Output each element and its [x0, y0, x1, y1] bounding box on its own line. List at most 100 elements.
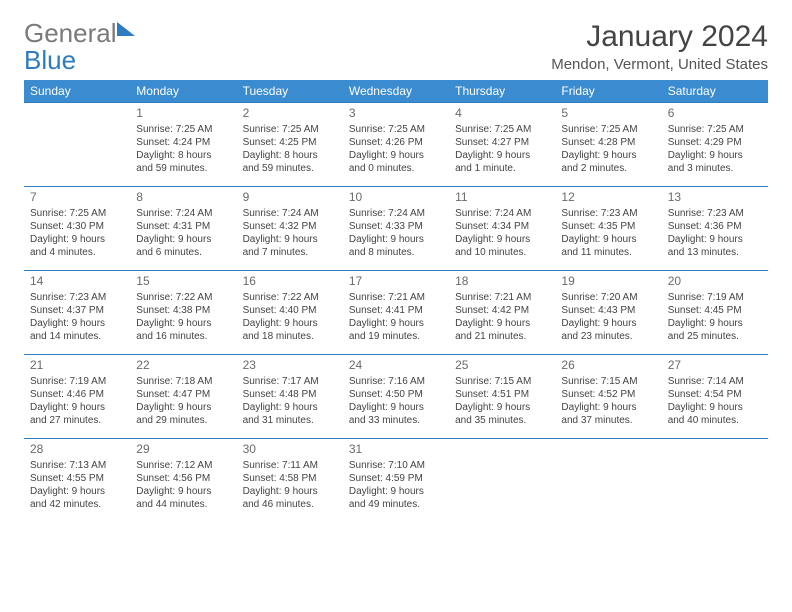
calendar-cell: 27Sunrise: 7:14 AMSunset: 4:54 PMDayligh… — [662, 355, 768, 439]
day-number: 5 — [561, 106, 655, 122]
day-number: 25 — [455, 358, 549, 374]
day1-line: Daylight: 9 hours — [668, 317, 762, 330]
day2-line: and 13 minutes. — [668, 246, 762, 259]
calendar-cell: 8Sunrise: 7:24 AMSunset: 4:31 PMDaylight… — [130, 187, 236, 271]
sunrise-line: Sunrise: 7:13 AM — [30, 459, 124, 472]
sunset-line: Sunset: 4:24 PM — [136, 136, 230, 149]
sunrise-line: Sunrise: 7:15 AM — [561, 375, 655, 388]
day-number: 15 — [136, 274, 230, 290]
day2-line: and 19 minutes. — [349, 330, 443, 343]
sunset-line: Sunset: 4:51 PM — [455, 388, 549, 401]
sunset-line: Sunset: 4:34 PM — [455, 220, 549, 233]
day-header: Friday — [555, 80, 661, 103]
calendar-cell: 10Sunrise: 7:24 AMSunset: 4:33 PMDayligh… — [343, 187, 449, 271]
sunset-line: Sunset: 4:27 PM — [455, 136, 549, 149]
sunset-line: Sunset: 4:33 PM — [349, 220, 443, 233]
day2-line: and 27 minutes. — [30, 414, 124, 427]
sunrise-line: Sunrise: 7:25 AM — [668, 123, 762, 136]
sunset-line: Sunset: 4:42 PM — [455, 304, 549, 317]
day-number: 20 — [668, 274, 762, 290]
sunset-line: Sunset: 4:30 PM — [30, 220, 124, 233]
sunset-line: Sunset: 4:40 PM — [243, 304, 337, 317]
day2-line: and 31 minutes. — [243, 414, 337, 427]
calendar-cell: 14Sunrise: 7:23 AMSunset: 4:37 PMDayligh… — [24, 271, 130, 355]
sunset-line: Sunset: 4:35 PM — [561, 220, 655, 233]
sunrise-line: Sunrise: 7:23 AM — [561, 207, 655, 220]
day-number: 26 — [561, 358, 655, 374]
sunrise-line: Sunrise: 7:25 AM — [30, 207, 124, 220]
calendar-cell — [24, 103, 130, 187]
calendar-cell: 29Sunrise: 7:12 AMSunset: 4:56 PMDayligh… — [130, 439, 236, 523]
logo: General Blue — [24, 20, 135, 74]
sunrise-line: Sunrise: 7:24 AM — [243, 207, 337, 220]
day-number: 29 — [136, 442, 230, 458]
sunrise-line: Sunrise: 7:21 AM — [349, 291, 443, 304]
calendar-cell: 2Sunrise: 7:25 AMSunset: 4:25 PMDaylight… — [237, 103, 343, 187]
day-header: Thursday — [449, 80, 555, 103]
day-number: 11 — [455, 190, 549, 206]
day2-line: and 11 minutes. — [561, 246, 655, 259]
day2-line: and 0 minutes. — [349, 162, 443, 175]
sunrise-line: Sunrise: 7:25 AM — [455, 123, 549, 136]
day1-line: Daylight: 9 hours — [349, 149, 443, 162]
calendar-table: Sunday Monday Tuesday Wednesday Thursday… — [24, 80, 768, 523]
calendar-cell: 4Sunrise: 7:25 AMSunset: 4:27 PMDaylight… — [449, 103, 555, 187]
sunrise-line: Sunrise: 7:12 AM — [136, 459, 230, 472]
day2-line: and 6 minutes. — [136, 246, 230, 259]
sunset-line: Sunset: 4:48 PM — [243, 388, 337, 401]
day2-line: and 21 minutes. — [455, 330, 549, 343]
sunset-line: Sunset: 4:38 PM — [136, 304, 230, 317]
sunset-line: Sunset: 4:26 PM — [349, 136, 443, 149]
logo-text: General Blue — [24, 20, 135, 74]
day2-line: and 44 minutes. — [136, 498, 230, 511]
sunset-line: Sunset: 4:50 PM — [349, 388, 443, 401]
day1-line: Daylight: 9 hours — [243, 233, 337, 246]
day2-line: and 7 minutes. — [243, 246, 337, 259]
sunset-line: Sunset: 4:28 PM — [561, 136, 655, 149]
day-header: Sunday — [24, 80, 130, 103]
day-number: 12 — [561, 190, 655, 206]
day-number: 14 — [30, 274, 124, 290]
day1-line: Daylight: 9 hours — [455, 317, 549, 330]
day1-line: Daylight: 9 hours — [349, 233, 443, 246]
day1-line: Daylight: 9 hours — [136, 485, 230, 498]
day1-line: Daylight: 8 hours — [136, 149, 230, 162]
sunrise-line: Sunrise: 7:23 AM — [668, 207, 762, 220]
sunset-line: Sunset: 4:56 PM — [136, 472, 230, 485]
sunrise-line: Sunrise: 7:25 AM — [243, 123, 337, 136]
calendar-cell: 17Sunrise: 7:21 AMSunset: 4:41 PMDayligh… — [343, 271, 449, 355]
sunset-line: Sunset: 4:54 PM — [668, 388, 762, 401]
calendar-cell: 19Sunrise: 7:20 AMSunset: 4:43 PMDayligh… — [555, 271, 661, 355]
day2-line: and 49 minutes. — [349, 498, 443, 511]
day2-line: and 14 minutes. — [30, 330, 124, 343]
sunrise-line: Sunrise: 7:24 AM — [136, 207, 230, 220]
day1-line: Daylight: 9 hours — [349, 485, 443, 498]
day2-line: and 35 minutes. — [455, 414, 549, 427]
calendar-cell: 25Sunrise: 7:15 AMSunset: 4:51 PMDayligh… — [449, 355, 555, 439]
day2-line: and 29 minutes. — [136, 414, 230, 427]
sunset-line: Sunset: 4:41 PM — [349, 304, 443, 317]
sunset-line: Sunset: 4:36 PM — [668, 220, 762, 233]
calendar-week-row: 7Sunrise: 7:25 AMSunset: 4:30 PM Daylight… — [24, 187, 768, 271]
day2-line: and 59 minutes. — [243, 162, 337, 175]
day-number: 30 — [243, 442, 337, 458]
day1-line: Daylight: 9 hours — [561, 401, 655, 414]
calendar-cell: 30Sunrise: 7:11 AMSunset: 4:58 PMDayligh… — [237, 439, 343, 523]
sunset-line: Sunset: 4:43 PM — [561, 304, 655, 317]
day2-line: and 33 minutes. — [349, 414, 443, 427]
sunset-line: Sunset: 4:55 PM — [30, 472, 124, 485]
day-number: 16 — [243, 274, 337, 290]
day2-line: and 25 minutes. — [668, 330, 762, 343]
calendar-cell: 28Sunrise: 7:13 AMSunset: 4:55 PMDayligh… — [24, 439, 130, 523]
sunrise-line: Sunrise: 7:23 AM — [30, 291, 124, 304]
calendar-cell: 16Sunrise: 7:22 AMSunset: 4:40 PMDayligh… — [237, 271, 343, 355]
calendar-week-row: 1Sunrise: 7:25 AMSunset: 4:24 PMDaylight… — [24, 103, 768, 187]
day-number: 7 — [30, 190, 124, 206]
calendar-cell: 3Sunrise: 7:25 AMSunset: 4:26 PMDaylight… — [343, 103, 449, 187]
day1-line: Daylight: 9 hours — [668, 149, 762, 162]
day-header-row: Sunday Monday Tuesday Wednesday Thursday… — [24, 80, 768, 103]
calendar-cell: 18Sunrise: 7:21 AMSunset: 4:42 PMDayligh… — [449, 271, 555, 355]
calendar-cell: 24Sunrise: 7:16 AMSunset: 4:50 PMDayligh… — [343, 355, 449, 439]
calendar-week-row: 21Sunrise: 7:19 AMSunset: 4:46 PMDayligh… — [24, 355, 768, 439]
day1-line: Daylight: 9 hours — [136, 233, 230, 246]
